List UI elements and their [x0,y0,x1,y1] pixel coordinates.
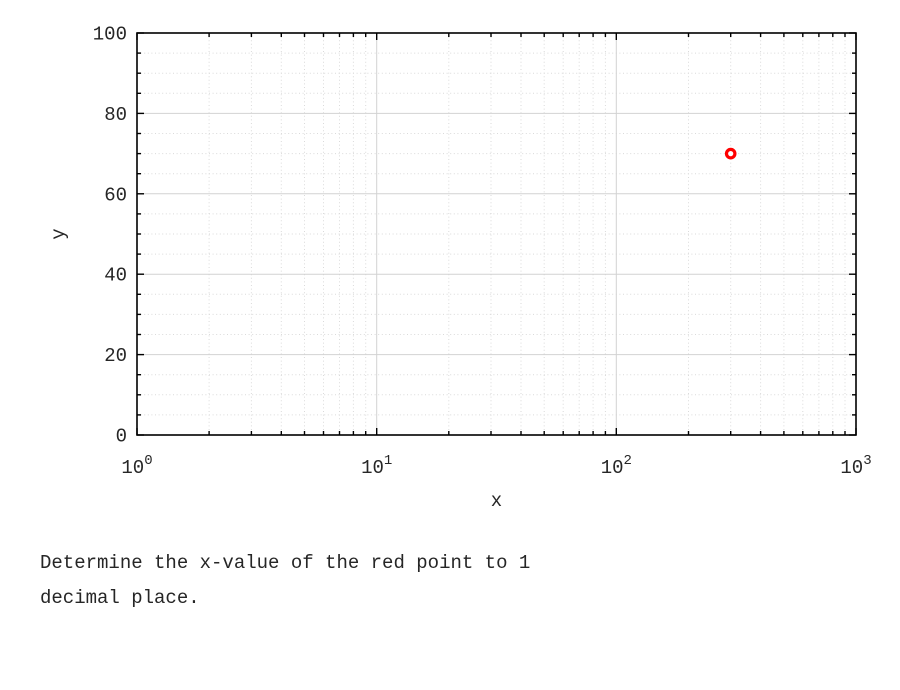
svg-text:100: 100 [121,453,152,479]
y-axis-label: y [48,228,70,239]
svg-text:102: 102 [601,453,632,479]
x-axis-label: x [491,490,502,512]
y-tick-labels: 0 20 40 60 80 100 [93,24,127,448]
svg-text:20: 20 [104,345,127,367]
x-tick-labels: 100 101 102 103 [121,453,871,479]
svg-text:0: 0 [116,426,127,448]
svg-text:40: 40 [104,265,127,287]
svg-text:103: 103 [840,453,871,479]
question-text: Determine the x-value of the red point t… [40,552,531,609]
svg-text:100: 100 [93,24,127,46]
data-point-marker [724,147,737,160]
major-grid [137,33,856,435]
minor-grid [137,33,856,435]
svg-text:101: 101 [361,453,392,479]
scatter-plot: 0 20 40 60 80 100 100 101 102 103 x y [48,24,872,513]
svg-text:80: 80 [104,104,127,126]
svg-text:60: 60 [104,184,127,206]
series-red-point [724,147,737,160]
axis-ticks [136,32,857,436]
plot-box [136,32,857,436]
